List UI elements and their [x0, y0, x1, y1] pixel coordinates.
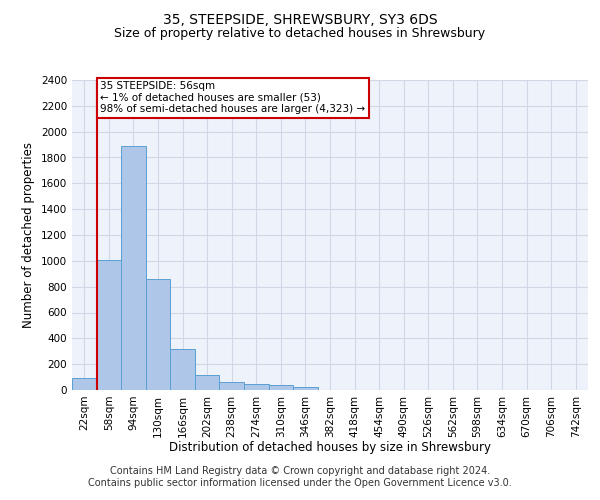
Bar — [195, 374, 220, 390]
Text: 35 STEEPSIDE: 56sqm
← 1% of detached houses are smaller (53)
98% of semi-detache: 35 STEEPSIDE: 56sqm ← 1% of detached hou… — [100, 82, 365, 114]
Text: Distribution of detached houses by size in Shrewsbury: Distribution of detached houses by size … — [169, 441, 491, 454]
Bar — [244, 384, 269, 390]
Bar — [72, 378, 97, 390]
Bar — [220, 382, 244, 390]
Text: Size of property relative to detached houses in Shrewsbury: Size of property relative to detached ho… — [115, 28, 485, 40]
Bar — [269, 386, 293, 390]
Text: 35, STEEPSIDE, SHREWSBURY, SY3 6DS: 35, STEEPSIDE, SHREWSBURY, SY3 6DS — [163, 12, 437, 26]
Text: Contains HM Land Registry data © Crown copyright and database right 2024.
Contai: Contains HM Land Registry data © Crown c… — [88, 466, 512, 487]
Bar — [121, 146, 146, 390]
Bar — [293, 387, 318, 390]
Bar — [97, 260, 121, 390]
Bar — [146, 279, 170, 390]
Bar — [170, 350, 195, 390]
Y-axis label: Number of detached properties: Number of detached properties — [22, 142, 35, 328]
